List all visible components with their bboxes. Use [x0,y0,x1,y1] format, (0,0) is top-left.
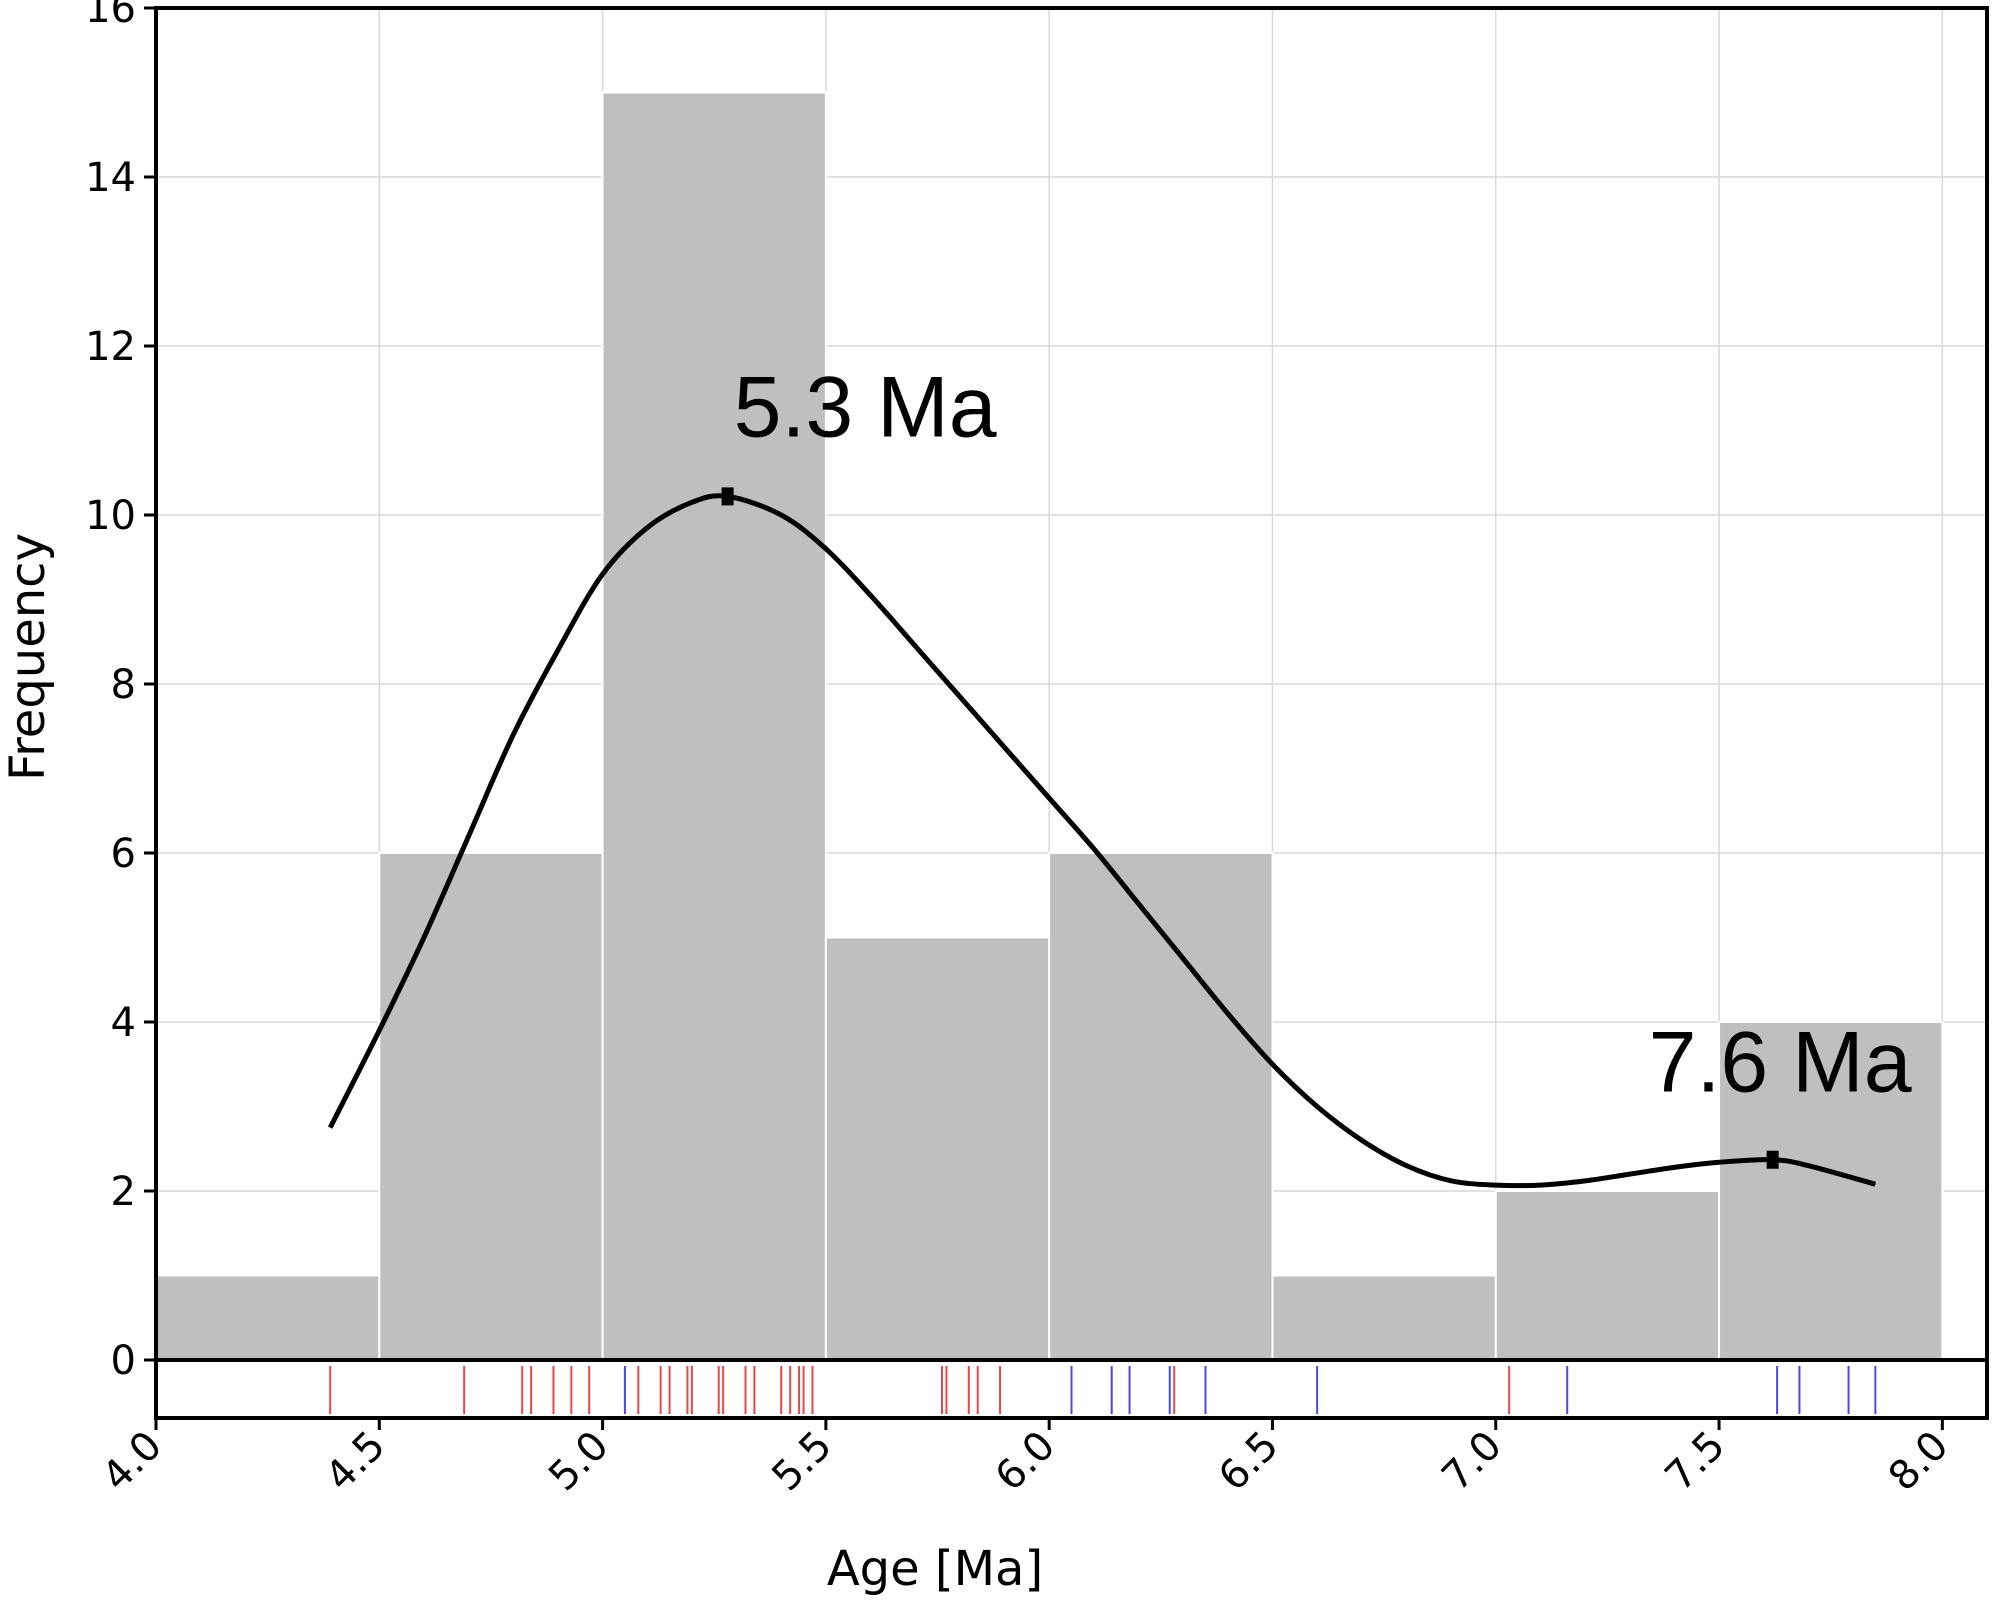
y-tick-label: 12 [85,324,136,370]
x-axis-title: Age [Ma] [827,1541,1043,1597]
density-curve [327,493,1877,1189]
x-tick-label: 5.0 [540,1423,618,1501]
peak-marker [721,487,734,506]
x-tick-label: 6.0 [987,1423,1065,1501]
histogram-bar [824,936,1051,1361]
x-tick-label: 6.5 [1210,1423,1288,1501]
rug-plot [329,1366,1877,1414]
y-axis-title: Frequency [0,533,56,781]
peak-label: 7.6 Ma [1649,1015,1912,1111]
y-tick-label: 0 [111,1338,136,1384]
x-tick-label: 4.5 [317,1423,395,1501]
peak-marker [1766,1150,1779,1169]
y-tick-label: 14 [85,155,136,201]
x-tick-label: 4.0 [94,1423,172,1501]
y-tick-label: 6 [111,831,136,877]
y-tick-label: 2 [111,1169,136,1215]
peak-annotations: 5.3 Ma 7.6 Ma [721,359,1912,1169]
y-tick-label: 4 [111,1000,136,1046]
histogram-bar [155,1274,381,1361]
density-curve-layer [327,493,1877,1189]
histogram-bar [1271,1274,1497,1361]
histogram-bar [601,91,827,1361]
peak-label: 5.3 Ma [734,359,997,455]
histogram-bars [155,91,1944,1361]
rug-axes-box [154,1358,1989,1420]
x-tick-label: 5.5 [763,1423,841,1501]
y-tick-label: 16 [85,0,136,32]
y-tick-label: 8 [111,662,136,708]
histogram-bar [378,852,604,1361]
x-tick-label: 7.5 [1657,1423,1735,1501]
histogram-bar [1494,1190,1721,1361]
x-tick-label: 8.0 [1880,1423,1958,1501]
x-tick-label: 7.0 [1433,1423,1511,1501]
histogram-bar [1048,852,1274,1361]
histogram-bar [1718,1021,1944,1361]
y-tick-label: 10 [85,493,136,539]
